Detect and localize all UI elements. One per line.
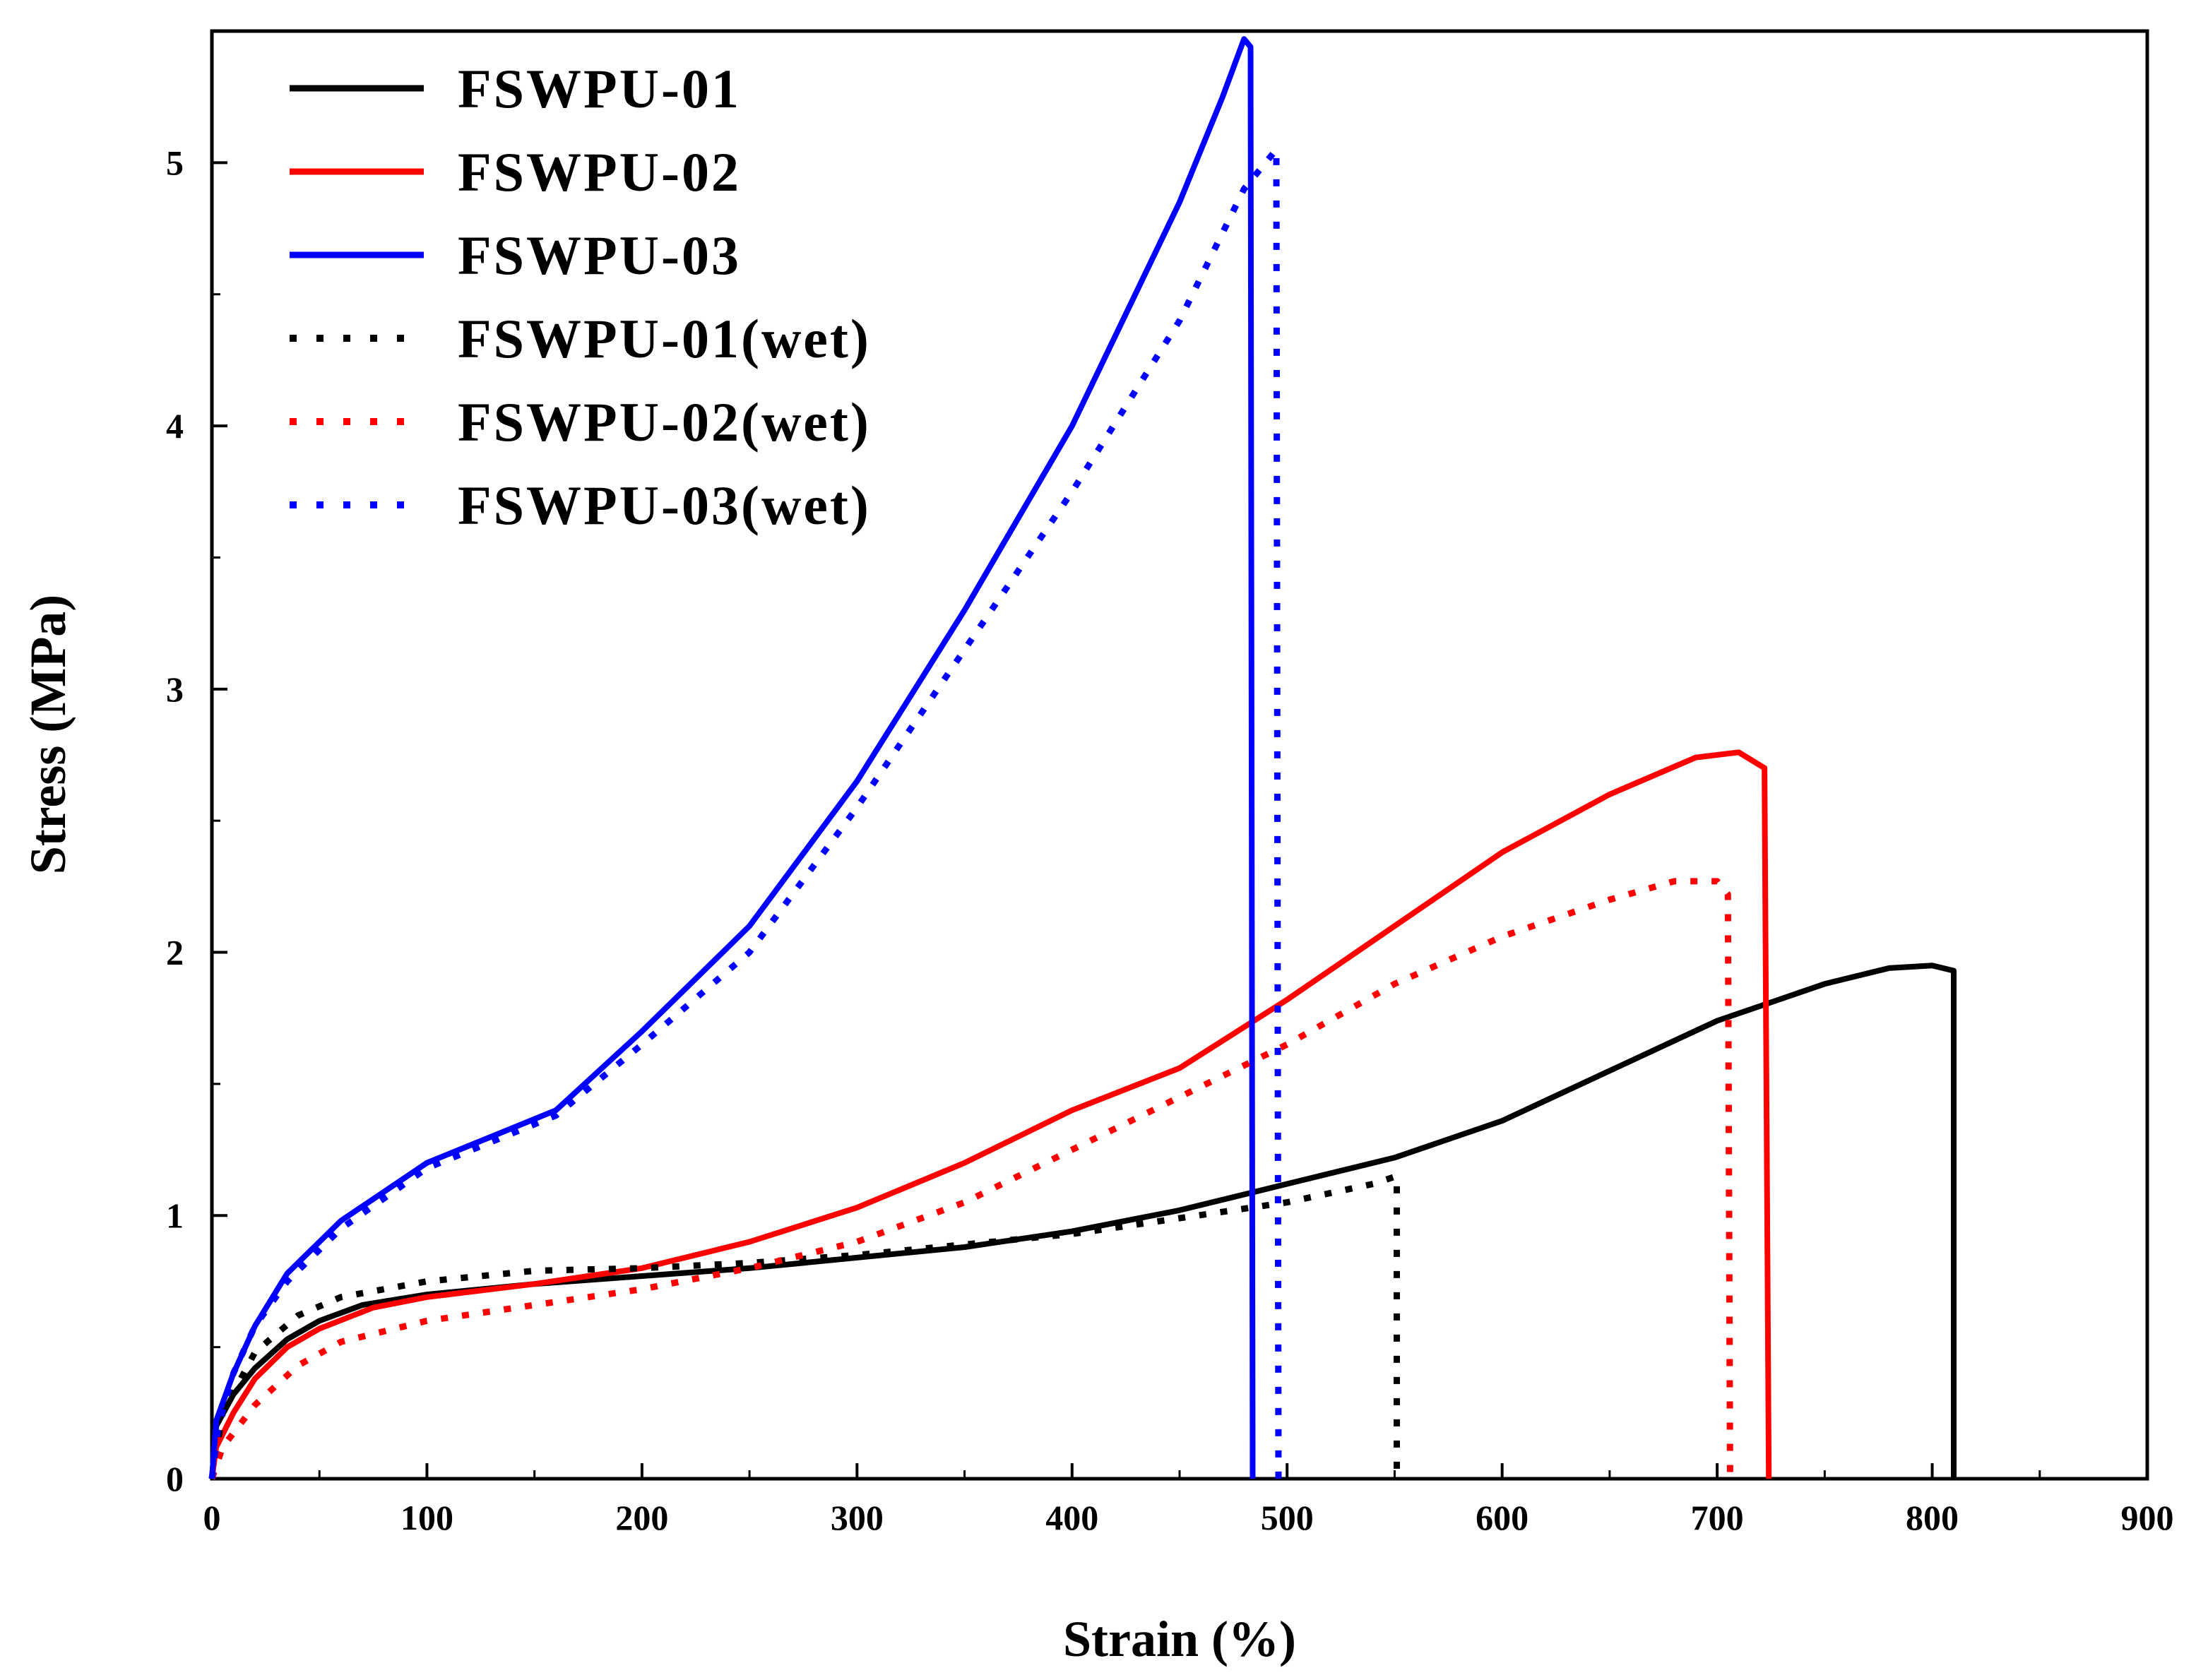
x-tick-label: 600	[1476, 1498, 1529, 1537]
x-tick-label: 0	[203, 1498, 221, 1537]
x-tick-label: 100	[400, 1498, 453, 1537]
y-tick-label: 4	[166, 406, 184, 446]
y-tick-label: 0	[166, 1459, 184, 1499]
series-line-fswpu-03	[209, 36, 1256, 1479]
axis-ticks: 0 100 200 300 400 500 600 700 800 900 0 1 2 3 4 5	[166, 30, 2174, 1537]
x-tick-label: 500	[1261, 1498, 1314, 1537]
legend-label: FSWPU-01	[458, 58, 741, 119]
x-tick-label: 700	[1691, 1498, 1744, 1537]
series-line-fswpu-02	[209, 749, 1772, 1479]
legend-label: FSWPU-03(wet)	[458, 475, 871, 536]
x-tick-label: 300	[831, 1498, 884, 1537]
x-tick-label: 900	[2121, 1498, 2174, 1537]
series-line-fswpu-02-wet	[208, 878, 1733, 1480]
x-axis-title: Strain (%)	[1063, 1611, 1296, 1667]
y-tick-label: 2	[166, 933, 184, 972]
series-layer	[208, 36, 1957, 1480]
x-tick-label: 400	[1045, 1498, 1098, 1537]
series-line-fswpu-03-wet	[208, 146, 1282, 1479]
x-tick-label: 800	[1906, 1498, 1959, 1537]
series-line-fswpu-01-wet	[208, 1172, 1400, 1479]
series-line-fswpu-01	[209, 963, 1957, 1479]
y-tick-label: 1	[166, 1196, 184, 1235]
legend-label: FSWPU-01(wet)	[458, 308, 871, 369]
legend-label: FSWPU-02(wet)	[458, 391, 871, 453]
legend-label: FSWPU-02	[458, 141, 741, 203]
y-axis-title: Stress (MPa)	[20, 595, 76, 875]
y-tick-label: 5	[166, 143, 184, 182]
legend-label: FSWPU-03	[458, 225, 741, 286]
x-tick-label: 200	[615, 1498, 668, 1537]
legend: FSWPU-01 FSWPU-02 FSWPU-03 FSWPU-01(wet) FSW…	[290, 58, 871, 536]
y-tick-label: 3	[166, 669, 184, 709]
